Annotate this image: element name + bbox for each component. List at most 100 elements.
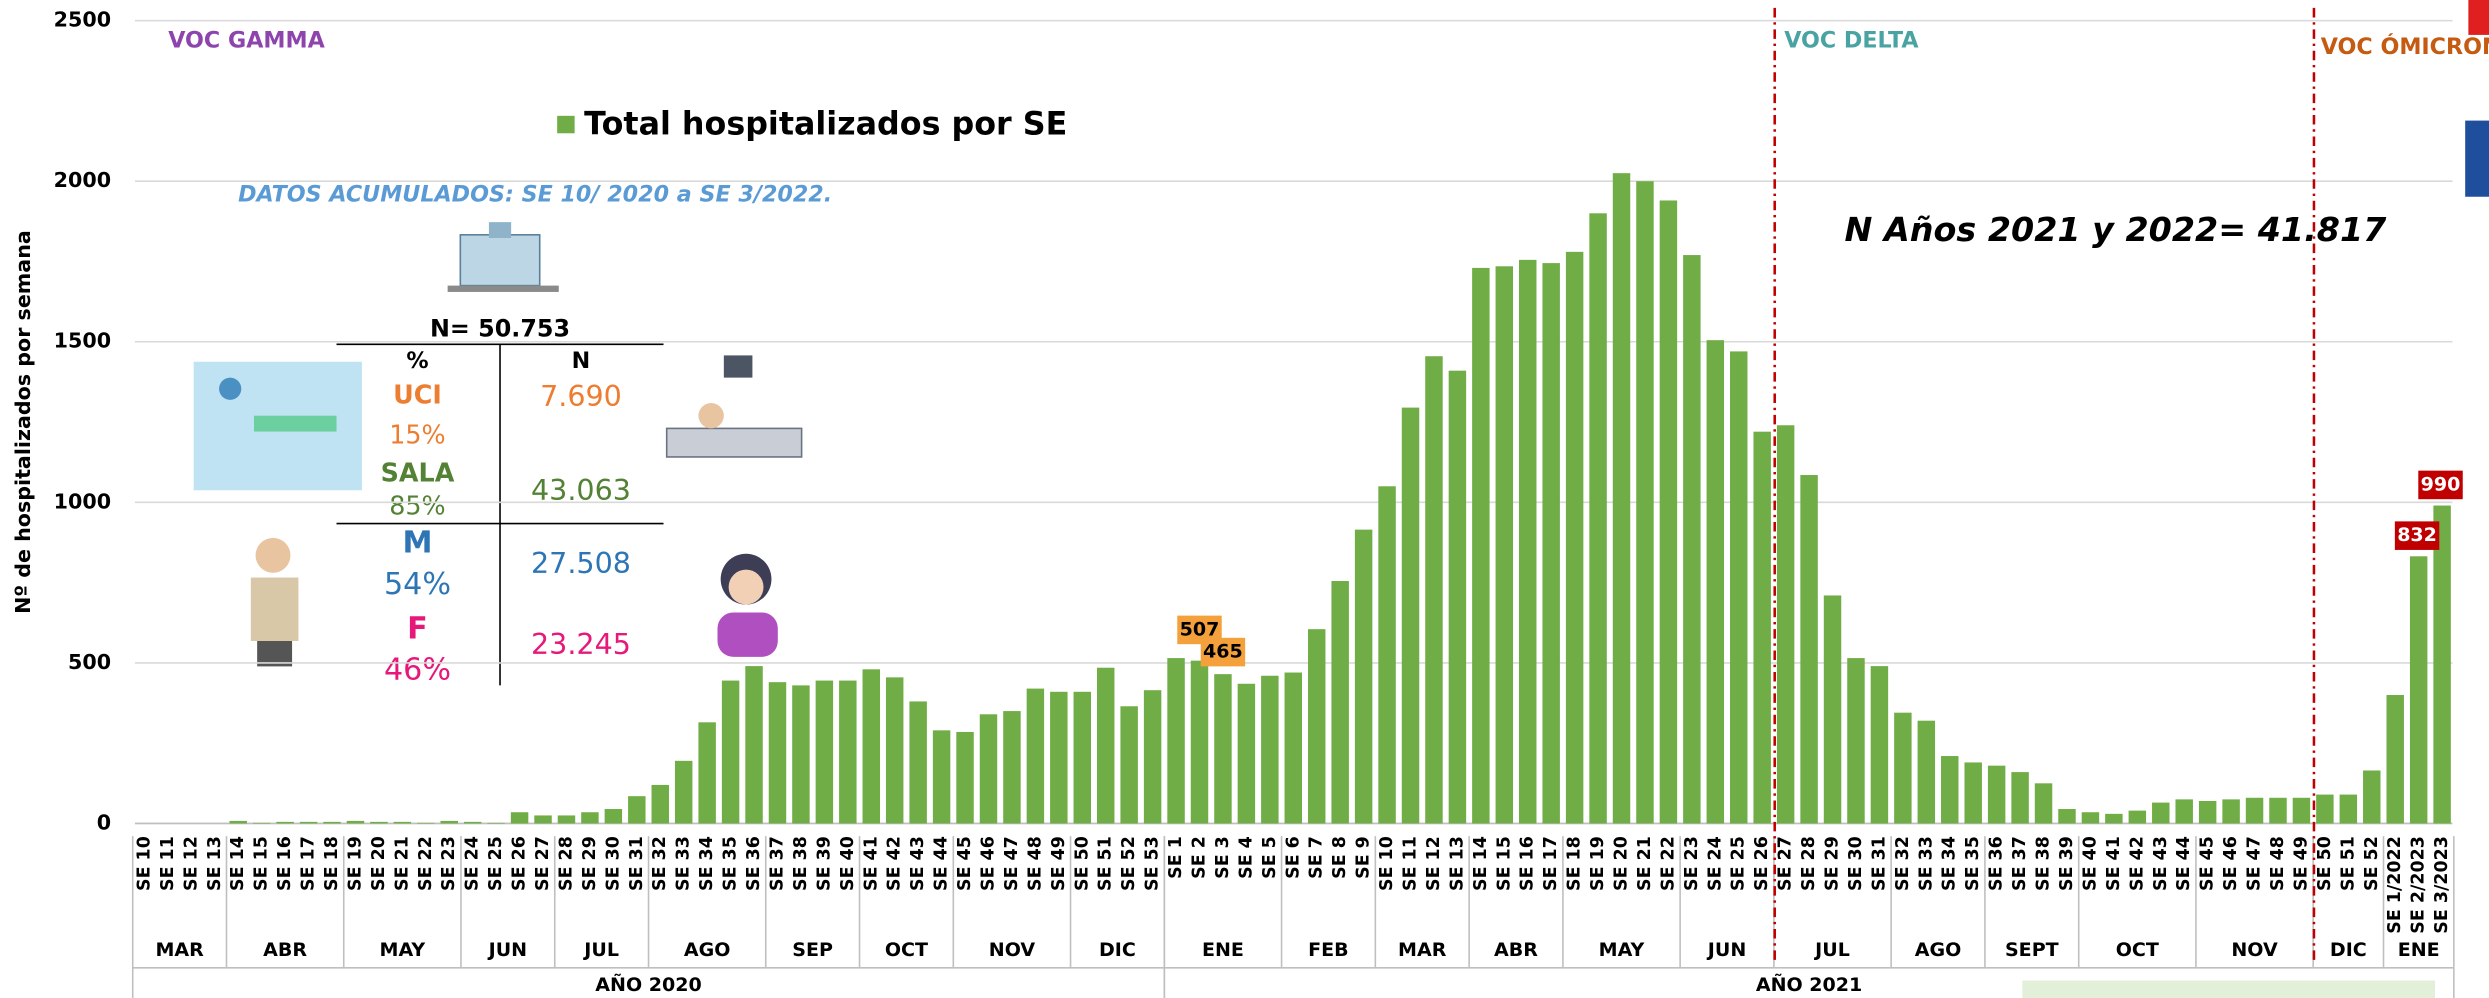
bar — [557, 815, 576, 824]
bar — [1917, 720, 1936, 824]
row-pct: 46% — [384, 653, 451, 688]
x-tick-label: SE 29 — [580, 836, 600, 891]
month-label: OCT — [885, 939, 928, 961]
bar — [1894, 712, 1912, 824]
x-tick-label: SE 50 — [1072, 836, 1092, 891]
bar — [2386, 695, 2404, 824]
uci-icon — [193, 361, 362, 491]
bar — [745, 666, 763, 824]
bar — [1378, 486, 1396, 824]
table-header: % — [406, 348, 428, 374]
x-tick-label: SE 42 — [885, 836, 905, 891]
x-tick-label: SE 5 — [1260, 836, 1280, 879]
x-tick-label: SE 39 — [814, 836, 834, 891]
row-n: 27.508 — [531, 546, 631, 580]
x-tick-label: SE 43 — [908, 836, 928, 891]
month-label: ENE — [1202, 939, 1244, 961]
x-tick-label: SE 31 — [627, 836, 647, 891]
x-tick-label: SE 6 — [1283, 836, 1303, 879]
month-label: MAY — [380, 939, 426, 961]
bar — [839, 680, 857, 824]
variant-label: VOC ÓMICRON — [2321, 32, 2489, 60]
x-tick-label: SE 1 — [1166, 836, 1186, 879]
bar — [1941, 756, 1959, 824]
bar — [323, 821, 341, 824]
x-tick-label: SE 12 — [1424, 836, 1444, 891]
x-tick-label: SE 35 — [721, 836, 741, 891]
x-tick-label: SE 3/2023 — [2432, 836, 2452, 934]
bed-icon — [665, 355, 803, 458]
bar — [440, 820, 458, 824]
x-tick-label: SE 45 — [2198, 836, 2218, 891]
x-tick-label: SE 35 — [1963, 836, 1983, 891]
man-icon — [250, 537, 299, 667]
x-tick-label: SE 44 — [2174, 836, 2194, 891]
edge-mark — [2022, 980, 2436, 998]
x-tick-label: SE 14 — [228, 836, 248, 891]
bar — [1823, 595, 1842, 824]
bar — [299, 821, 318, 824]
bar — [1870, 666, 1889, 824]
total-recent: N Años 2021 y 2022= 41.817 — [1845, 210, 2388, 249]
x-tick-label: SE 34 — [697, 836, 717, 891]
x-tick-label: SE 41 — [861, 836, 881, 891]
month-label: DIC — [1099, 939, 1136, 961]
bar — [252, 822, 271, 824]
bar — [346, 820, 365, 824]
row-label: F — [407, 611, 428, 646]
bar — [370, 821, 388, 824]
x-tick-label: SE 46 — [2221, 836, 2241, 891]
x-tick-label: SE 28 — [1799, 836, 1819, 891]
bar — [1659, 200, 1678, 824]
x-tick-label: SE 38 — [2034, 836, 2054, 891]
x-tick-label: SE 28 — [556, 836, 576, 891]
row-label: M — [402, 526, 432, 561]
x-tick-label: SE 15 — [252, 836, 272, 891]
y-tick-label: 2000 — [54, 168, 111, 192]
x-tick-label: SE 38 — [791, 836, 811, 891]
bar — [698, 722, 716, 824]
row-n: 43.063 — [531, 473, 631, 507]
x-tick-label: SE 52 — [2362, 836, 2382, 891]
year-label: AÑO 2021 — [1756, 972, 1862, 996]
bar — [1003, 711, 1021, 824]
bar — [417, 822, 435, 824]
month-label: NOV — [989, 939, 1036, 961]
x-tick-label: SE 53 — [1143, 836, 1163, 891]
x-tick-label: SE 36 — [744, 836, 764, 891]
bar — [1542, 263, 1560, 824]
bar — [909, 701, 927, 824]
x-tick-label: SE 11 — [158, 836, 178, 891]
variant-label: VOC DELTA — [1784, 28, 1919, 54]
x-tick-label: SE 19 — [345, 836, 365, 891]
month-label: SEPT — [2005, 939, 2059, 961]
bar — [510, 812, 529, 824]
month-label: MAR — [155, 939, 204, 961]
x-tick-label: SE 45 — [955, 836, 975, 891]
bar — [2105, 813, 2123, 824]
bar — [792, 685, 810, 824]
row-n: 23.245 — [531, 627, 631, 661]
bar — [721, 680, 740, 824]
hospital-icon — [447, 222, 559, 292]
bar — [1120, 706, 1138, 824]
bar — [2222, 799, 2240, 824]
bar — [276, 821, 294, 824]
bar — [1565, 251, 1584, 824]
bar — [2058, 809, 2076, 824]
x-tick-label: SE 20 — [369, 836, 389, 891]
bar — [2292, 797, 2311, 824]
month-label: FEB — [1308, 939, 1349, 961]
value-label: 832 — [2397, 524, 2437, 546]
bar — [534, 815, 552, 824]
bar — [2316, 794, 2334, 824]
bar — [1190, 660, 1209, 824]
x-tick-label: SE 7 — [1307, 836, 1327, 879]
bar — [2433, 505, 2451, 824]
month-label: DIC — [2330, 939, 2367, 961]
bar — [604, 809, 623, 824]
month-label: JUL — [582, 939, 619, 961]
month-label: AGO — [684, 939, 731, 961]
x-tick-label: SE 48 — [1025, 836, 1045, 891]
